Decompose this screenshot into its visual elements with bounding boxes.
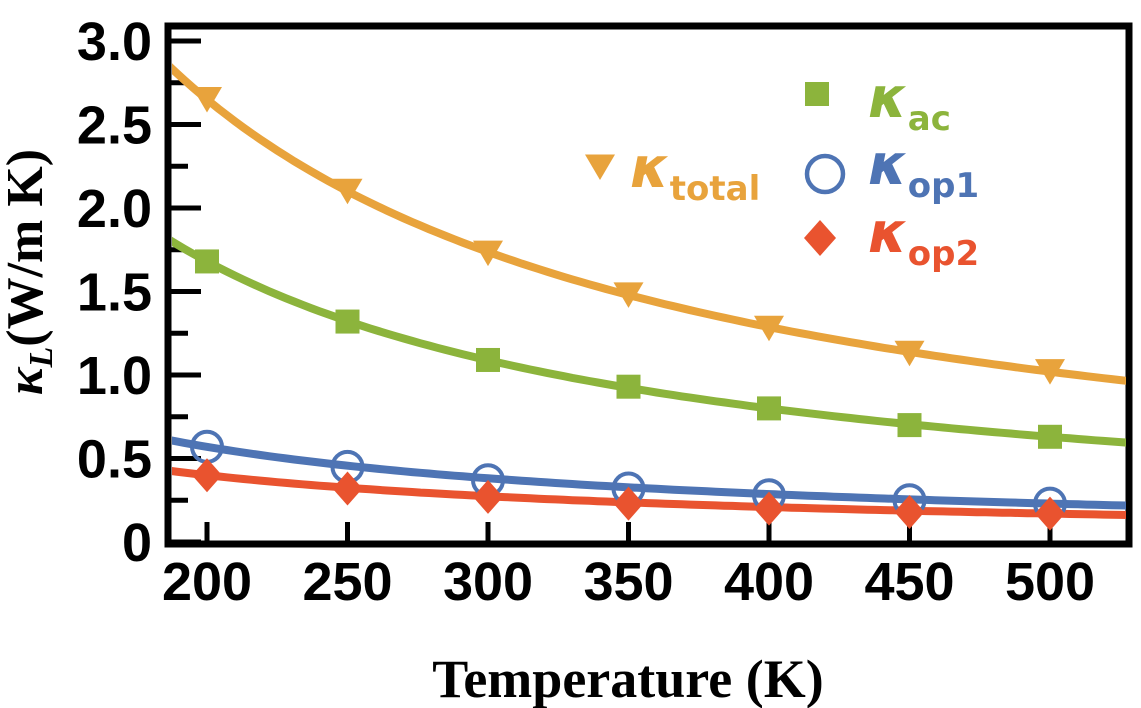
x-axis-title: Temperature (K) <box>432 649 823 708</box>
y-tick-label-1.5: 1.5 <box>77 263 152 323</box>
legend-markers <box>585 82 846 256</box>
legend-kappa-ac-symbol: κ <box>868 66 908 131</box>
series-line-kappa_ac <box>172 236 1126 447</box>
y-tick-label-2.0: 2.0 <box>77 179 152 239</box>
plot-frame <box>164 22 1133 548</box>
x-tick-label-450: 450 <box>864 552 954 612</box>
marker-kappa_op2-300K <box>473 479 503 514</box>
x-tick-label-300: 300 <box>443 552 533 612</box>
y-tick-label-0.5: 0.5 <box>77 430 152 490</box>
legend-kappa-op2-symbol: κ <box>868 201 908 266</box>
y-tick-label-0: 0 <box>122 513 152 573</box>
marker-kappa_total-300K <box>473 240 503 267</box>
marker-kappa_total-250K <box>332 178 363 205</box>
marker-kappa_op2-400K <box>754 491 784 526</box>
x-tick-label-500: 500 <box>1005 552 1095 612</box>
y-tick-label-2.5: 2.5 <box>77 96 152 156</box>
legend-marker-kappa_total <box>585 154 615 180</box>
legend-kappa-total-subscript: total <box>669 169 761 209</box>
x-tick-label-350: 350 <box>583 552 673 612</box>
axis-ticks <box>171 38 1053 545</box>
series-line-kappa_total <box>172 63 1126 385</box>
y-tick-label-3.0: 3.0 <box>77 12 152 72</box>
marker-kappa_op2-250K <box>332 471 363 506</box>
marker-kappa_ac-200K <box>195 249 219 274</box>
marker-kappa_ac-500K <box>1038 424 1062 449</box>
y-axis-title-kappa: κ <box>0 366 54 395</box>
y-axis-title: κL(W/m K) <box>0 149 60 395</box>
marker-kappa_ac-350K <box>616 374 641 399</box>
series-line-kappa_op1 <box>172 436 1126 510</box>
x-tick-label-250: 250 <box>302 552 392 612</box>
tick-labels: 0 0.5 1.0 1.5 2.0 2.5 3.0 200 250 300 350 400 450 500 <box>77 12 1095 612</box>
legend-kappa-total-symbol: κ <box>630 136 670 201</box>
marker-kappa_total-350K <box>613 282 644 308</box>
marker-kappa_ac-400K <box>757 396 781 421</box>
legend-marker-kappa_ac <box>805 82 829 106</box>
legend-kappa-op1-subscript: op1 <box>907 166 980 206</box>
legend-label-kappa-ac: κac <box>868 71 951 137</box>
x-tick-label-200: 200 <box>162 552 252 612</box>
marker-kappa_op2-450K <box>894 494 925 529</box>
legend-kappa-op1-symbol: κ <box>868 133 908 198</box>
y-axis-title-sub: L <box>23 347 60 369</box>
marker-kappa_total-400K <box>754 315 784 342</box>
marker-kappa_total-200K <box>192 86 222 113</box>
legend-label-kappa-op1: κop1 <box>868 138 979 204</box>
y-axis-title-units: (W/m K) <box>0 149 54 347</box>
legend-marker-kappa_op2 <box>804 220 836 256</box>
x-tick-label-400: 400 <box>724 552 814 612</box>
series-markers <box>190 86 1067 531</box>
marker-kappa_ac-450K <box>897 413 922 438</box>
marker-kappa_total-450K <box>894 340 925 367</box>
legend-kappa-op2-subscript: op2 <box>907 234 980 274</box>
legend-label-kappa-op2: κop2 <box>868 206 979 272</box>
marker-kappa_op2-500K <box>1035 496 1065 531</box>
y-tick-label-1.0: 1.0 <box>77 346 152 406</box>
marker-kappa_op2-200K <box>192 458 222 493</box>
series-line-kappa_op2 <box>172 467 1126 519</box>
marker-kappa_op2-350K <box>613 486 644 521</box>
legend-marker-kappa_op1 <box>804 153 846 195</box>
series-curves <box>172 63 1126 519</box>
legend-label-kappa-total: κtotal <box>630 141 760 207</box>
marker-kappa_total-500K <box>1035 359 1065 385</box>
marker-kappa_ac-300K <box>476 347 500 372</box>
marker-kappa_ac-250K <box>335 309 360 334</box>
legend-kappa-ac-subscript: ac <box>907 99 951 139</box>
